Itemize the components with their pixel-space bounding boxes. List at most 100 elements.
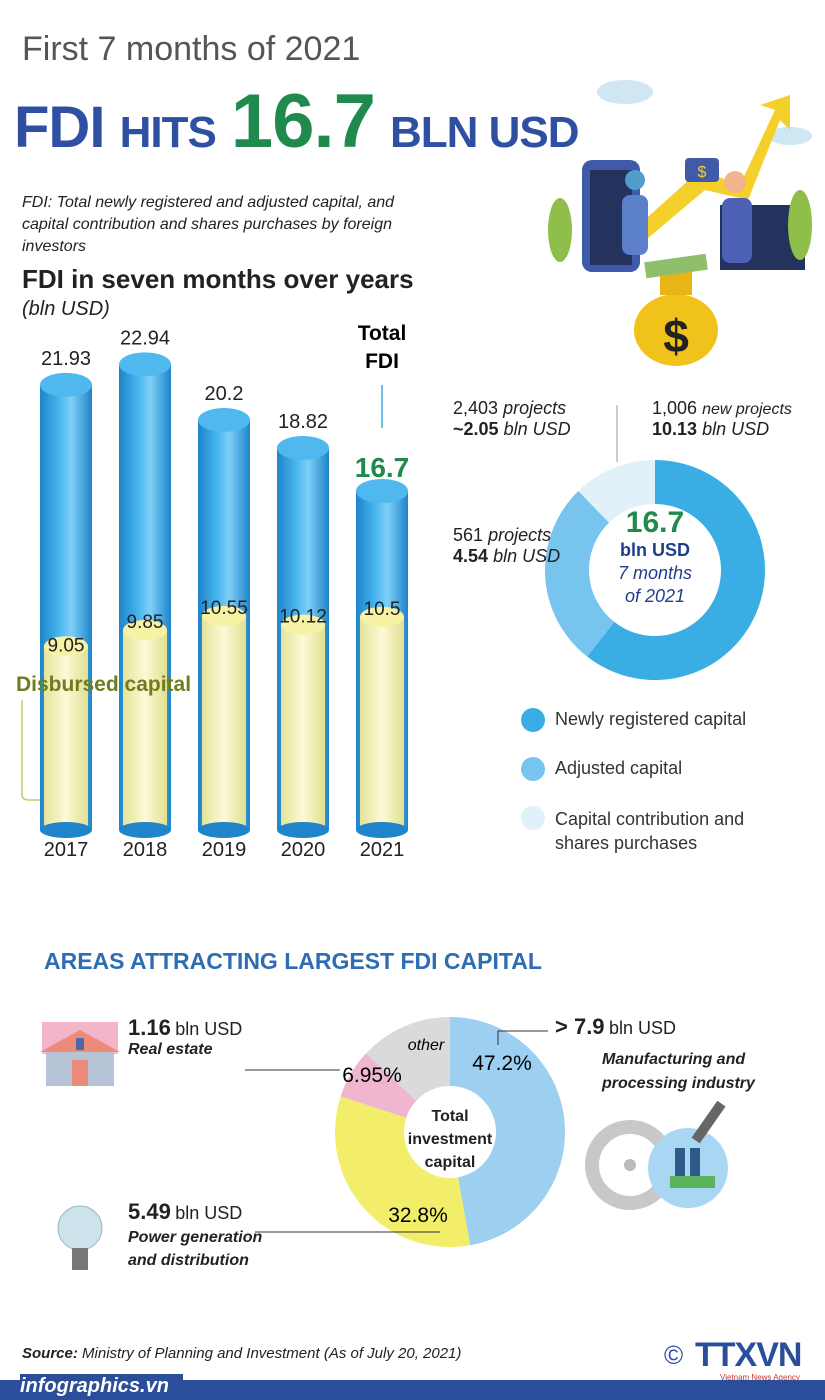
amount-unit: bln USD: [493, 546, 561, 566]
logo-subtitle: Vietnam News Agency: [720, 1373, 800, 1382]
source: Source: Ministry of Planning and Investm…: [22, 1345, 461, 1362]
leader-manufacturing: [497, 1030, 548, 1045]
copyright-icon: ©: [664, 1340, 684, 1370]
unit: bln USD: [175, 1203, 243, 1223]
manufacturing-name: Manufacturing and processing industry: [602, 1048, 755, 1096]
label-contribution: 2,403 projects ~2.05 bln USD: [453, 398, 571, 440]
disbursed-value-label: 9.85: [127, 612, 164, 633]
footer-band: [0, 1380, 825, 1400]
projects-count: 2,403: [453, 398, 499, 418]
manufacturing-label: > 7.9 bln USD: [555, 1015, 676, 1042]
bar-total-top-2020: [277, 435, 329, 460]
center-l2: investment: [407, 1131, 493, 1148]
source-text: Ministry of Planning and Investment (As …: [82, 1345, 462, 1362]
projects-count: 561: [453, 525, 484, 545]
amount: 10.13: [652, 419, 698, 439]
legend-l1: Capital contribution and: [555, 809, 745, 829]
bar-base-2019: [198, 822, 250, 838]
amount: 5.49: [128, 1199, 171, 1224]
year-label: 2021: [360, 839, 405, 861]
bar-disbursed-2020: [281, 624, 325, 830]
light-bulb-icon: [57, 1205, 103, 1270]
total-value-label: 20.2: [205, 383, 244, 405]
ttxvn-logo: TTXVN: [695, 1336, 802, 1374]
bar-disbursed-2021: [360, 616, 404, 830]
label-newly-registered: 1,006 new projects 10.13 bln USD: [652, 398, 792, 440]
label-adjusted: 561 projects 4.54 bln USD: [453, 525, 560, 567]
bar-base-2018: [119, 822, 171, 838]
bar-base-2020: [277, 822, 329, 838]
title-unit: BLN USD: [389, 108, 580, 157]
center-l1: Total: [431, 1108, 469, 1125]
house-icon: [40, 1022, 120, 1086]
gear-wrench-icon: [585, 1100, 728, 1210]
total-value-label: 22.94: [120, 327, 170, 349]
title-fdi: FDI: [14, 95, 105, 160]
amount: ~2.05: [453, 419, 499, 439]
bar-disbursed-2017: [44, 646, 88, 830]
label-other: other: [408, 1037, 445, 1054]
bar-total-top-2018: [119, 352, 171, 377]
fdi-definition: FDI: Total newly registered and adjusted…: [22, 194, 395, 255]
projects-count: 1,006: [652, 398, 698, 418]
unit: bln USD: [175, 1019, 243, 1039]
slice-power-generation-and-distribution: [335, 1096, 471, 1247]
svg-text:$: $: [663, 310, 689, 362]
unit: bln USD: [609, 1018, 677, 1038]
pct-power: 32.8%: [388, 1204, 448, 1227]
bar-total-top-2021: [356, 478, 408, 503]
year-label: 2020: [281, 839, 326, 861]
bar-disbursed-top-2017: [44, 636, 88, 657]
year-label: 2017: [44, 839, 89, 861]
total-fdi-label-l2: FDI: [365, 350, 399, 373]
projects-word: projects: [503, 398, 567, 418]
section-title: AREAS ATTRACTING LARGEST FDI CAPITAL: [44, 948, 542, 974]
slice-manufacturing-and-processing-industry: [450, 1017, 565, 1246]
slice-real-estate: [340, 1053, 417, 1118]
page-title: FDI HITS 16.7 BLN USD: [14, 78, 580, 165]
sector-name-l2: processing industry: [602, 1075, 755, 1092]
bar-total-top-2019: [198, 407, 250, 432]
slice-other: [365, 1017, 450, 1101]
bar-disbursed-top-2018: [123, 620, 167, 641]
bar-base-2021: [356, 822, 408, 838]
legend-swatch-2: [521, 806, 545, 830]
amount: 1.16: [128, 1015, 171, 1040]
pct-real-estate: 6.95%: [342, 1064, 402, 1087]
disbursed-value-label: 10.55: [200, 598, 248, 619]
disbursed-leader: [21, 700, 40, 801]
subtitle: First 7 months of 2021: [22, 30, 361, 68]
total-fdi-label-l1: Total: [358, 322, 407, 345]
projects-word: projects: [488, 525, 552, 545]
bar-disbursed-top-2020: [281, 614, 325, 635]
amount: > 7.9: [555, 1014, 605, 1039]
year-label: 2019: [202, 839, 247, 861]
slice-adjusted-capital: [544, 491, 615, 657]
center-l1: 7 months: [617, 563, 693, 583]
disbursed-value-label: 9.05: [48, 635, 85, 656]
money-bag-icon: $: [634, 253, 718, 366]
sector-name: Real estate: [128, 1041, 213, 1058]
donut-center: 16.7 bln USD 7 months of 2021: [608, 507, 702, 608]
chart-title: FDI in seven months over years: [22, 264, 414, 294]
bar-disbursed-2018: [123, 630, 167, 830]
legend-contribution: Capital contribution and shares purchases: [555, 807, 744, 855]
donut2-center: Total investment capital: [395, 1105, 505, 1174]
legend-adjusted: Adjusted capital: [555, 758, 683, 778]
site-link[interactable]: infographics.vn: [20, 1374, 183, 1398]
svg-text:$: $: [698, 164, 707, 181]
real-estate-label: 1.16 bln USD Real estate: [128, 1015, 242, 1059]
power-label: 5.49 bln USD Power generation and distribu…: [128, 1200, 262, 1272]
disbursed-value-label: 10.12: [279, 607, 327, 628]
bar-total-top-2017: [40, 372, 92, 397]
amount-unit: bln USD: [702, 419, 770, 439]
bar-disbursed-top-2019: [202, 605, 246, 626]
bar-base-2017: [40, 822, 92, 838]
slice-capital-contribution-and-shares-purchases: [578, 460, 655, 523]
center-l2: of 2021: [624, 586, 686, 606]
center-unit: bln USD: [620, 540, 690, 560]
pct-manufacturing: 47.2%: [472, 1052, 532, 1075]
